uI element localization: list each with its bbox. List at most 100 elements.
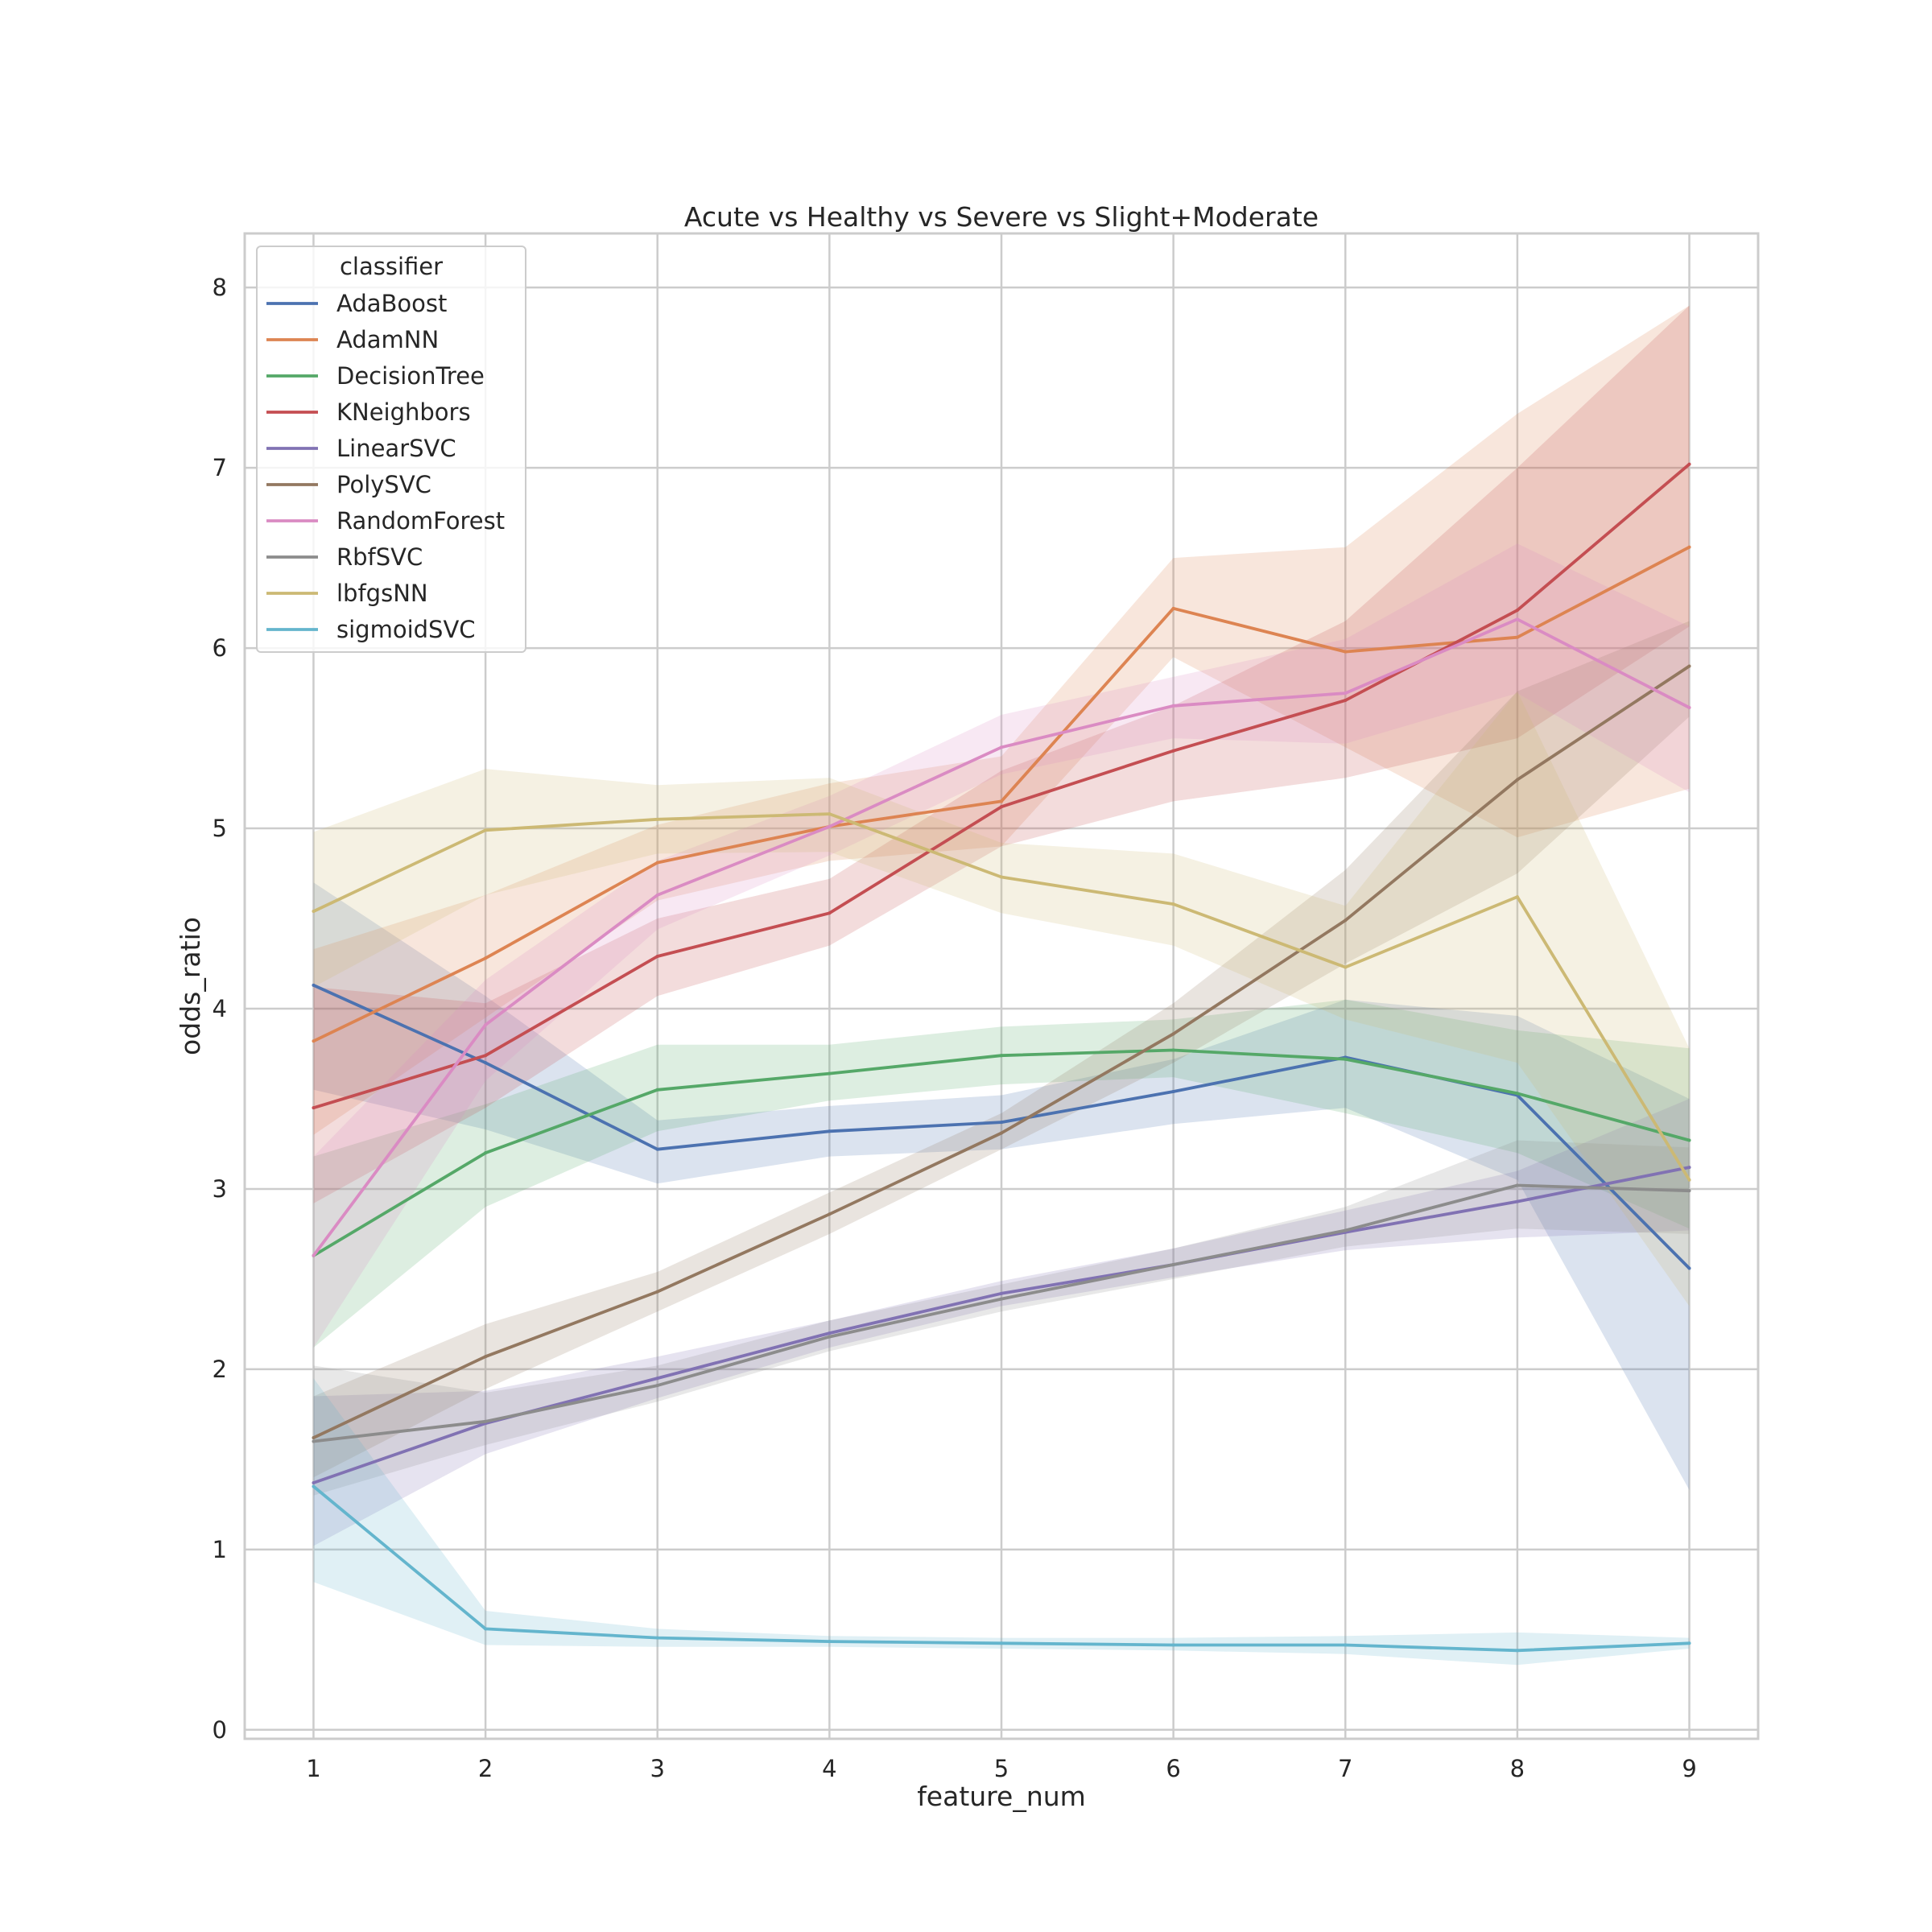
point-AdaBoost <box>828 1129 832 1133</box>
point-KNeighbors <box>1344 699 1348 703</box>
point-sigmoidSVC <box>1687 1641 1691 1645</box>
point-RandomForest <box>312 1253 316 1257</box>
band-AdamNN <box>313 305 1690 1135</box>
point-LinearSVC <box>1000 1291 1003 1295</box>
point-AdaBoost <box>1171 1090 1175 1094</box>
x-tick-label: 8 <box>1510 1755 1525 1782</box>
y-tick-label: 6 <box>213 634 227 662</box>
x-tick-label: 6 <box>1166 1755 1180 1782</box>
point-RandomForest <box>1000 745 1003 749</box>
point-sigmoidSVC <box>1171 1643 1175 1647</box>
legend-items: AdaBoost AdamNN DecisionTree KNeighbors Line… <box>266 290 505 643</box>
point-lbfgsNN <box>312 910 316 914</box>
legend-label: DecisionTree <box>336 362 485 390</box>
point-lbfgsNN <box>1515 895 1519 899</box>
point-KNeighbors <box>1171 749 1175 753</box>
x-tick-label: 9 <box>1682 1755 1696 1782</box>
point-PolySVC <box>1171 1032 1175 1036</box>
band-AdaBoost <box>313 882 1690 1490</box>
legend-label: sigmoidSVC <box>336 616 476 643</box>
band-lbfgsNN <box>313 691 1690 1307</box>
point-lbfgsNN <box>484 828 488 832</box>
point-AdamNN <box>1515 635 1519 639</box>
point-DecisionTree <box>1000 1054 1003 1058</box>
point-sigmoidSVC <box>655 1636 659 1640</box>
point-AdamNN <box>655 861 659 865</box>
legend-label: RandomForest <box>336 507 505 535</box>
point-LinearSVC <box>655 1377 659 1381</box>
point-sigmoidSVC <box>828 1640 832 1644</box>
y-tick-label: 2 <box>213 1356 227 1383</box>
point-RbfSVC <box>312 1439 316 1443</box>
y-tick-label: 7 <box>213 454 227 481</box>
point-AdamNN <box>312 1039 316 1043</box>
point-RbfSVC <box>828 1335 832 1339</box>
y-axis-label: odds_ratio <box>175 917 206 1055</box>
point-RandomForest <box>1171 704 1175 708</box>
point-RandomForest <box>1344 691 1348 696</box>
legend-label: AdamNN <box>336 326 439 353</box>
y-tick-label: 0 <box>213 1716 227 1744</box>
point-AdaBoost <box>1687 1266 1691 1270</box>
point-DecisionTree <box>1344 1057 1348 1061</box>
point-KNeighbors <box>312 1106 316 1110</box>
point-lbfgsNN <box>655 817 659 821</box>
x-tick-label: 1 <box>306 1755 320 1782</box>
point-KNeighbors <box>1515 609 1519 613</box>
point-PolySVC <box>312 1436 316 1439</box>
point-KNeighbors <box>1000 805 1003 809</box>
legend-label: PolySVC <box>336 471 431 498</box>
point-RandomForest <box>1687 705 1691 709</box>
y-tick-label: 8 <box>213 274 227 301</box>
legend-label: KNeighbors <box>336 398 471 426</box>
point-DecisionTree <box>1171 1048 1175 1052</box>
series-lines <box>312 462 1691 1653</box>
legend-label: RbfSVC <box>336 543 423 571</box>
point-AdaBoost <box>655 1147 659 1151</box>
point-LinearSVC <box>1687 1166 1691 1170</box>
point-KNeighbors <box>484 1054 488 1058</box>
point-RandomForest <box>828 824 832 828</box>
point-LinearSVC <box>828 1331 832 1335</box>
x-tick-label: 7 <box>1338 1755 1352 1782</box>
x-tick-label: 4 <box>822 1755 836 1782</box>
point-AdamNN <box>484 956 488 960</box>
point-AdaBoost <box>1000 1121 1003 1125</box>
tick-labels: 1 2 3 4 5 6 7 8 9 0 1 2 3 4 5 6 7 8 <box>213 274 1697 1782</box>
x-tick-label: 3 <box>650 1755 665 1782</box>
y-tick-label: 1 <box>213 1536 227 1563</box>
legend-label: AdaBoost <box>336 290 447 317</box>
point-RbfSVC <box>1171 1263 1175 1267</box>
point-RandomForest <box>655 893 659 897</box>
point-LinearSVC <box>1515 1199 1519 1203</box>
point-sigmoidSVC <box>1515 1649 1519 1653</box>
point-AdamNN <box>1344 650 1348 654</box>
point-KNeighbors <box>655 955 659 959</box>
chart-title: Acute vs Healthy vs Severe vs Slight+Mod… <box>684 201 1319 233</box>
point-PolySVC <box>1344 919 1348 923</box>
point-sigmoidSVC <box>312 1484 316 1488</box>
legend-box <box>256 246 526 653</box>
point-PolySVC <box>1000 1131 1003 1135</box>
point-PolySVC <box>1515 778 1519 782</box>
point-KNeighbors <box>828 911 832 915</box>
point-sigmoidSVC <box>1000 1641 1003 1645</box>
point-RbfSVC <box>1000 1297 1003 1301</box>
point-lbfgsNN <box>828 812 832 816</box>
band-sigmoidSVC <box>313 1378 1690 1666</box>
point-DecisionTree <box>655 1088 659 1092</box>
x-tick-label: 2 <box>478 1755 493 1782</box>
point-sigmoidSVC <box>1344 1643 1348 1647</box>
point-PolySVC <box>655 1290 659 1294</box>
y-tick-label: 4 <box>213 995 227 1022</box>
legend: classifier AdaBoost AdamNN DecisionTree KNe… <box>256 246 526 653</box>
x-tick-label: 5 <box>994 1755 1009 1782</box>
x-axis-label: feature_num <box>917 1781 1086 1812</box>
point-PolySVC <box>484 1355 488 1359</box>
point-DecisionTree <box>484 1151 488 1155</box>
y-tick-label: 5 <box>213 815 227 842</box>
point-RbfSVC <box>1515 1183 1519 1187</box>
band-LinearSVC <box>313 1099 1690 1546</box>
plot-frame <box>243 232 1760 1740</box>
